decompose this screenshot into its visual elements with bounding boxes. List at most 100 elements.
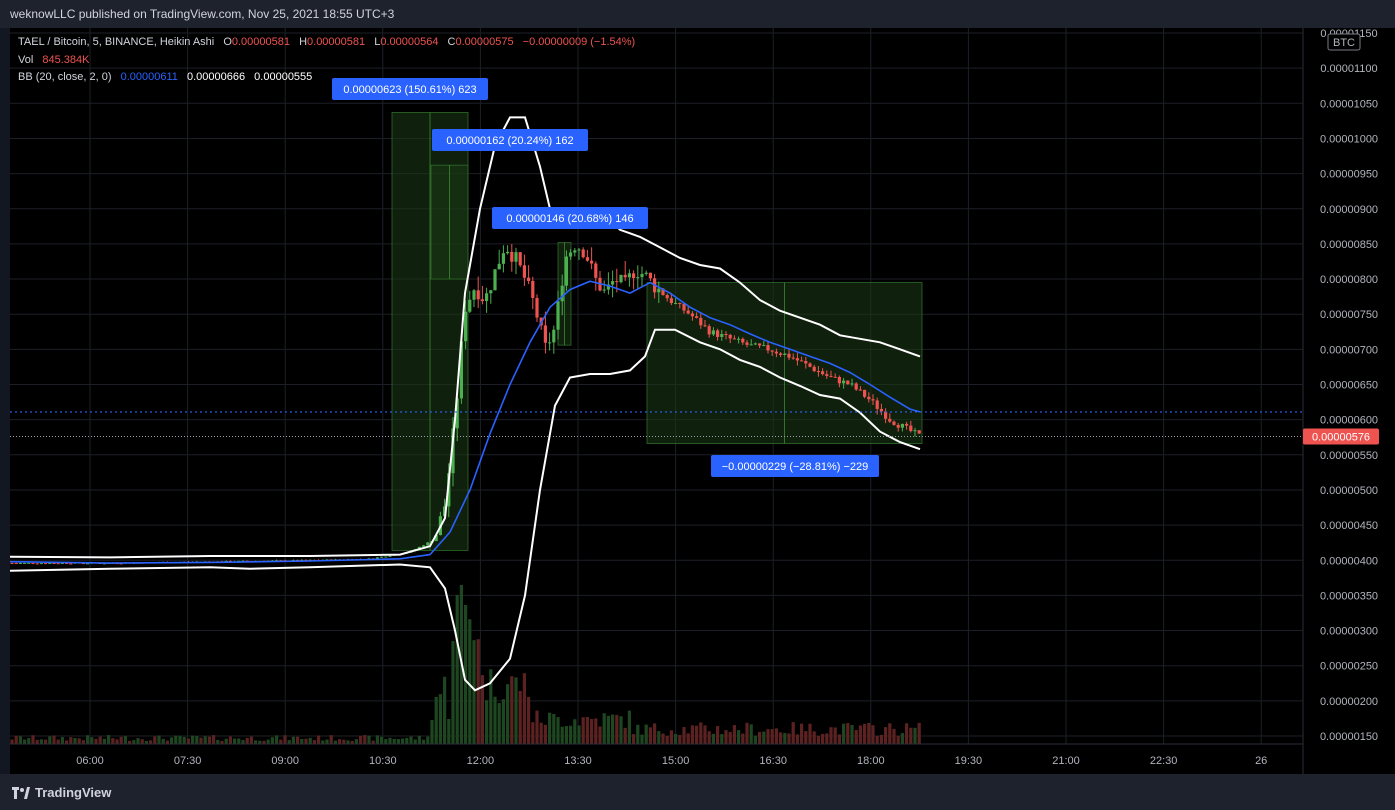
volume-bar (10, 739, 14, 744)
volume-bar (770, 729, 774, 744)
volume-bar (699, 722, 703, 744)
candle-body (388, 555, 392, 557)
volume-bar (552, 713, 556, 744)
x-tick-label: 22:30 (1150, 755, 1178, 767)
volume-bar (636, 724, 640, 744)
volume-bar (434, 696, 438, 744)
volume-bar (556, 717, 560, 744)
candle-body (871, 399, 875, 401)
candle-body (758, 343, 762, 346)
volume-bar (858, 725, 862, 744)
volume-bar (917, 722, 921, 744)
candle-body (913, 430, 917, 432)
candle-body (514, 252, 518, 262)
volume-bar (825, 733, 829, 744)
volume-bar (182, 736, 186, 744)
volume-bar (304, 738, 308, 744)
volume-bar (762, 731, 766, 744)
volume-bar (531, 722, 535, 744)
candle-body (86, 563, 90, 565)
volume-bar (300, 738, 304, 744)
volume-bar (900, 733, 904, 744)
y-tick-label: 0.00001000 (1320, 133, 1378, 145)
candle-body (737, 338, 741, 340)
volume-bars (10, 584, 921, 744)
legend-bb-lower: 0.00000555 (254, 71, 312, 83)
volume-bar (237, 738, 241, 744)
volume-bar (745, 722, 749, 744)
volume-bar (119, 736, 123, 744)
candle-body (619, 274, 623, 283)
volume-bar (396, 739, 400, 744)
legend-l-value: 0.00000564 (380, 36, 438, 48)
volume-bar (661, 733, 665, 744)
volume-bar (863, 723, 867, 744)
candle-body (472, 290, 476, 300)
volume-bar (741, 733, 745, 744)
legend-l-label: L (374, 36, 380, 48)
candle-body (854, 383, 858, 390)
candle-body (60, 562, 64, 564)
candle-body (417, 546, 421, 550)
candle-body (766, 345, 770, 351)
time-axis-background (10, 744, 1303, 774)
volume-bar (212, 735, 216, 744)
volume-bar (485, 700, 489, 744)
volume-bar (506, 684, 510, 744)
tradingview-logo[interactable]: TradingView (12, 785, 111, 800)
candle-body (648, 272, 652, 279)
volume-bar (308, 737, 312, 744)
legend-o-value: 0.00000581 (232, 36, 290, 48)
candle-body (564, 256, 568, 286)
chart-area[interactable]: 0.00000623 (150.61%) 623 0.00000162 (20.2… (9, 28, 1395, 774)
volume-bar (510, 676, 514, 744)
time-axis[interactable]: 06:00 07:30 09:00 10:30 12:00 13:30 15:00 16:30… (76, 755, 1267, 767)
candle-body (65, 562, 69, 564)
candle-body (905, 423, 909, 426)
candle-body (800, 360, 804, 362)
x-tick-label: 21:00 (1052, 755, 1080, 767)
volume-bar (86, 735, 90, 744)
y-tick-label: 0.00000250 (1320, 661, 1378, 673)
candle-body (573, 250, 577, 253)
legend-bb-basis: 0.00000611 (121, 71, 178, 83)
volume-bar (909, 727, 913, 744)
candle-body (640, 273, 644, 278)
legend-change: −0.00000009 (−1.54%) (523, 36, 636, 48)
volume-bar (732, 725, 736, 744)
currency-badge[interactable]: BTC (1327, 33, 1361, 51)
volume-bar (111, 738, 115, 744)
volume-bar (128, 740, 132, 744)
volume-bar (690, 725, 694, 744)
volume-bar (514, 677, 518, 744)
volume-bar (291, 736, 295, 744)
volume-bar (161, 738, 165, 744)
volume-bar (224, 738, 228, 744)
volume-bar (615, 714, 619, 744)
candle-body (867, 396, 871, 400)
volume-bar (795, 734, 799, 744)
price-axis[interactable]: 0.000011500.000011000.000010500.00001000… (1320, 28, 1378, 743)
candle-body (774, 351, 778, 354)
volume-bar (758, 731, 762, 744)
candle-body (863, 389, 867, 397)
volume-bar (31, 735, 35, 744)
candle-body (560, 285, 564, 302)
legend-bb-label: BB (20, close, 2, 0) (18, 71, 112, 83)
candle-body (720, 334, 724, 337)
volume-bar (682, 727, 686, 744)
volume-bar (518, 690, 522, 744)
candle-body (476, 290, 480, 300)
volume-bar (94, 738, 98, 744)
volume-bar (564, 726, 568, 744)
volume-bar (367, 735, 371, 744)
legend: TAEL / Bitcoin, 5, BINANCE, Heikin Ashi … (18, 36, 635, 83)
candle-body (703, 325, 707, 327)
candle-body (52, 563, 56, 565)
volume-bar (102, 738, 106, 744)
candle-body (569, 252, 573, 257)
volume-bar (812, 731, 816, 744)
price-chart[interactable]: 0.00000623 (150.61%) 623 0.00000162 (20.2… (9, 28, 1395, 774)
volume-bar (783, 733, 787, 744)
volume-bar (720, 734, 724, 744)
